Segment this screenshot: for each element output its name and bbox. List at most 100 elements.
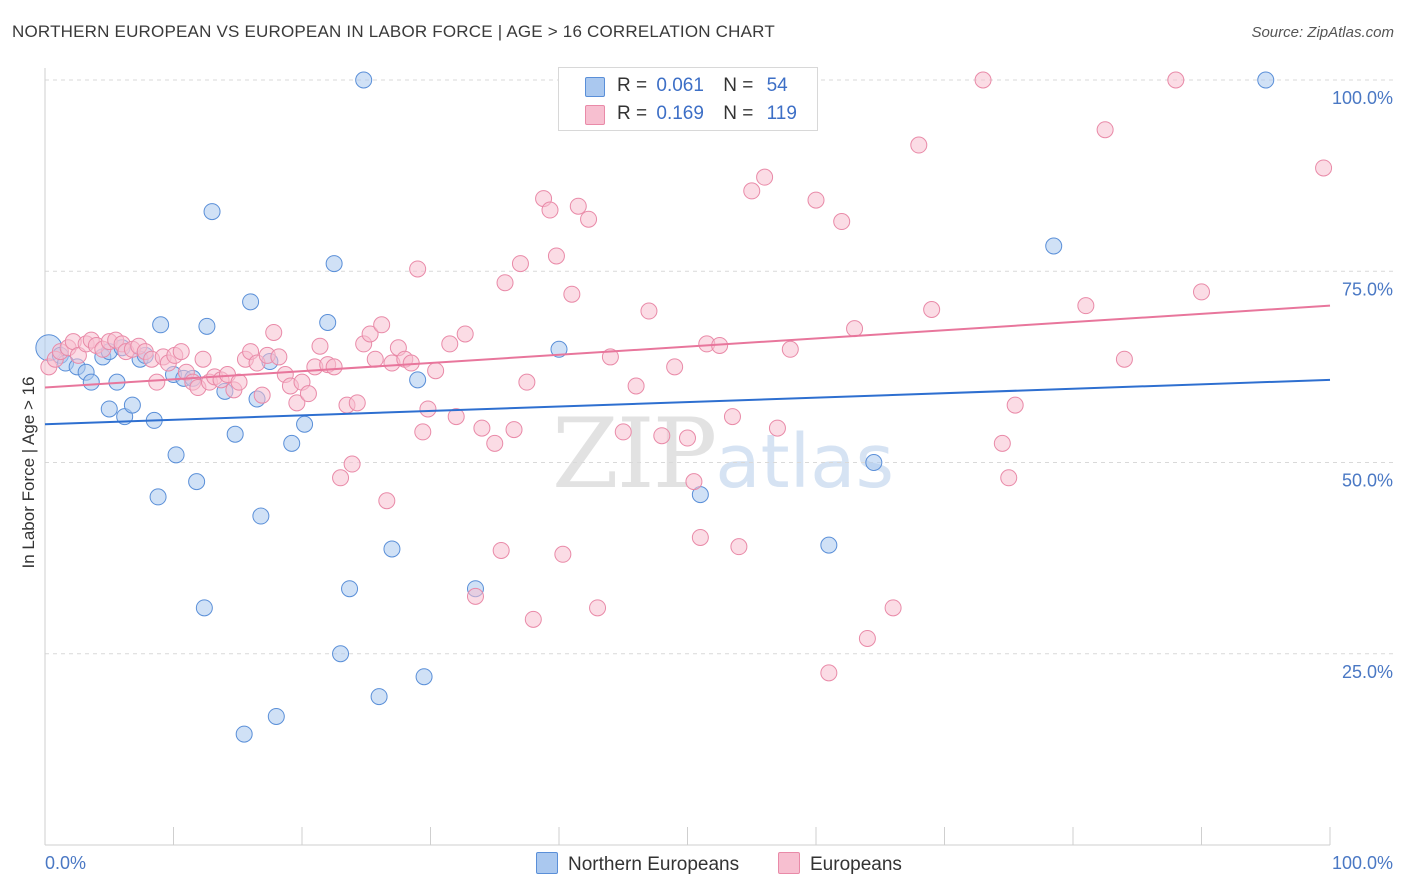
point-europeans bbox=[348, 394, 366, 412]
point-northern-europeans bbox=[152, 316, 170, 334]
point-europeans bbox=[194, 350, 212, 368]
legend-r-value: 0.061 bbox=[656, 75, 704, 96]
point-northern-europeans bbox=[203, 203, 221, 221]
source-label[interactable]: Source: ZipAtlas.com bbox=[1251, 24, 1394, 41]
point-northern-europeans bbox=[820, 536, 838, 554]
point-northern-europeans bbox=[149, 488, 167, 506]
point-europeans bbox=[441, 335, 459, 353]
point-europeans bbox=[427, 362, 445, 380]
point-europeans bbox=[993, 434, 1011, 452]
point-northern-europeans bbox=[167, 446, 185, 464]
point-europeans bbox=[846, 320, 864, 338]
point-europeans bbox=[230, 373, 248, 391]
point-europeans bbox=[270, 348, 288, 366]
point-europeans bbox=[366, 350, 384, 368]
legend-swatch-pink bbox=[778, 852, 800, 874]
point-europeans bbox=[685, 473, 703, 491]
point-europeans bbox=[1193, 283, 1210, 301]
trend-lines bbox=[44, 304, 1331, 426]
correlation-legend: R = 0.061 N = 54 R = 0.169 N = 119 bbox=[558, 67, 818, 131]
series-europeans bbox=[40, 71, 1333, 682]
point-europeans bbox=[640, 302, 658, 320]
legend-r-label: R = bbox=[617, 103, 648, 124]
point-europeans bbox=[580, 210, 598, 228]
point-europeans bbox=[311, 337, 329, 355]
legend-row-northern-europeans: R = 0.061 N = 54 bbox=[585, 75, 788, 97]
point-northern-europeans bbox=[267, 707, 285, 725]
legend-n-label: N = bbox=[723, 103, 754, 124]
legend-n-value: 119 bbox=[766, 103, 797, 124]
point-europeans bbox=[589, 599, 607, 617]
legend-r-label: R = bbox=[617, 75, 648, 96]
legend-item-europeans[interactable]: Europeans bbox=[778, 852, 902, 876]
chart-title: NORTHERN EUROPEAN VS EUROPEAN IN LABOR F… bbox=[12, 22, 775, 41]
point-europeans bbox=[884, 599, 902, 617]
point-europeans bbox=[1167, 71, 1185, 89]
point-northern-europeans bbox=[370, 688, 388, 706]
point-europeans bbox=[691, 528, 709, 546]
point-europeans bbox=[288, 394, 306, 412]
point-northern-europeans bbox=[188, 473, 206, 491]
point-europeans bbox=[447, 408, 465, 426]
point-europeans bbox=[723, 408, 741, 426]
point-europeans bbox=[910, 136, 928, 154]
point-europeans bbox=[541, 201, 559, 219]
y-tick-label: 50.0% bbox=[1342, 471, 1393, 491]
point-europeans bbox=[601, 348, 619, 366]
point-europeans bbox=[466, 587, 484, 605]
y-tick-label: 25.0% bbox=[1342, 662, 1393, 682]
point-europeans bbox=[820, 664, 838, 682]
legend-item-northern-europeans[interactable]: Northern Europeans bbox=[536, 852, 739, 876]
legend-n-label: N = bbox=[723, 75, 754, 96]
point-northern-europeans bbox=[198, 317, 216, 335]
point-europeans bbox=[1096, 121, 1114, 139]
point-europeans bbox=[361, 325, 379, 343]
point-europeans bbox=[730, 538, 748, 556]
point-northern-europeans bbox=[1045, 237, 1063, 255]
trend-line-europeans bbox=[44, 304, 1331, 389]
point-northern-europeans bbox=[123, 396, 141, 414]
point-northern-europeans bbox=[1257, 71, 1275, 89]
point-europeans bbox=[299, 385, 317, 403]
point-northern-europeans bbox=[283, 434, 301, 452]
point-europeans bbox=[833, 213, 851, 231]
y-tick-label: 75.0% bbox=[1342, 279, 1393, 299]
point-northern-europeans bbox=[409, 371, 427, 389]
point-europeans bbox=[756, 168, 774, 186]
y-tick-label: 100.0% bbox=[1332, 88, 1393, 108]
point-europeans bbox=[679, 429, 696, 447]
point-europeans bbox=[554, 545, 572, 563]
point-europeans bbox=[563, 285, 581, 303]
point-europeans bbox=[1000, 469, 1018, 487]
y-axis-label: In Labor Force | Age > 16 bbox=[19, 376, 38, 568]
legend-swatch-pink bbox=[585, 105, 605, 125]
point-northern-europeans bbox=[550, 340, 568, 358]
point-europeans bbox=[1315, 159, 1333, 177]
point-northern-europeans bbox=[865, 454, 883, 471]
point-europeans bbox=[373, 316, 391, 334]
point-europeans bbox=[923, 301, 941, 318]
point-europeans bbox=[743, 182, 761, 200]
point-europeans bbox=[666, 358, 684, 376]
point-europeans bbox=[332, 469, 350, 487]
tick-labels: 25.0% 50.0% 75.0% 100.0% 0.0% 100.0% In Labor … bbox=[19, 88, 1393, 873]
x-tick-label: 0.0% bbox=[45, 853, 86, 873]
point-northern-europeans bbox=[332, 645, 350, 663]
point-northern-europeans bbox=[242, 293, 260, 311]
point-northern-europeans bbox=[383, 540, 401, 558]
point-northern-europeans bbox=[100, 400, 118, 418]
point-europeans bbox=[496, 274, 514, 292]
point-europeans bbox=[569, 197, 587, 215]
legend-row-europeans: R = 0.169 N = 119 bbox=[585, 103, 797, 125]
legend-n-value: 54 bbox=[766, 75, 788, 96]
point-europeans bbox=[614, 423, 632, 441]
point-europeans bbox=[1115, 350, 1133, 368]
point-europeans bbox=[378, 492, 396, 510]
point-europeans bbox=[974, 71, 992, 89]
point-northern-europeans bbox=[235, 725, 253, 743]
point-europeans bbox=[343, 455, 361, 473]
point-europeans bbox=[409, 260, 427, 278]
legend-swatch-blue bbox=[536, 852, 558, 874]
point-europeans bbox=[781, 340, 799, 358]
